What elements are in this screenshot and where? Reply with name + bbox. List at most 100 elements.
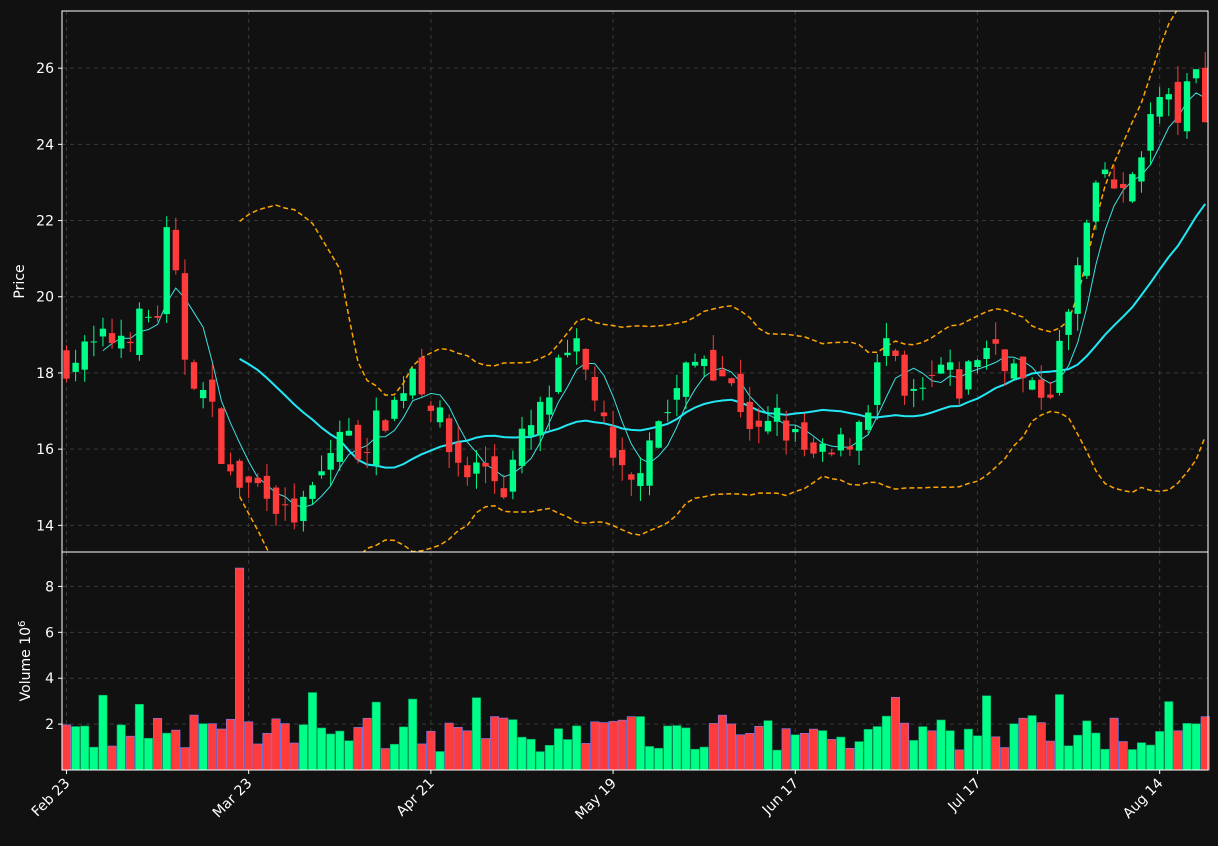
volume-bar <box>453 727 463 771</box>
volume-tick-label: 2 <box>45 717 54 733</box>
volume-bar <box>927 730 937 771</box>
candle-up <box>391 399 398 419</box>
volume-bar <box>1045 740 1055 771</box>
volume-bar <box>244 721 254 771</box>
volume-bar <box>499 717 509 771</box>
volume-bar <box>781 728 791 771</box>
volume-bar <box>563 739 573 771</box>
candle-down <box>291 498 298 523</box>
volume-bar <box>490 716 500 771</box>
volume-bar <box>80 725 90 771</box>
x-tick-label: Aug 14 <box>1120 775 1166 821</box>
volume-bar <box>62 724 71 771</box>
volume-bar <box>426 730 436 771</box>
volume-bar <box>271 718 281 771</box>
volume-bar <box>262 733 272 771</box>
volume-bar <box>818 730 828 771</box>
volume-bar <box>909 740 919 771</box>
candle-up <box>1074 265 1081 314</box>
volume-bar <box>790 734 800 771</box>
candle-up <box>700 358 708 367</box>
candle-up <box>646 440 653 486</box>
candle-up <box>773 407 781 422</box>
volume-bar <box>134 703 144 771</box>
volume-bar <box>216 728 226 771</box>
candle-down <box>992 339 999 344</box>
volume-tick-label: 6 <box>45 625 54 641</box>
candle-down <box>710 349 717 381</box>
candle-up <box>819 443 826 452</box>
candle-down <box>782 420 790 441</box>
volume-bar <box>535 751 545 771</box>
volume-bar <box>672 725 682 771</box>
volume-bar <box>936 719 946 771</box>
candle-down <box>846 446 854 450</box>
volume-bar <box>1173 730 1183 771</box>
volume-bar <box>772 749 782 771</box>
volume-tick-label: 8 <box>45 579 54 595</box>
candle-down <box>236 460 243 488</box>
volume-bar <box>1191 723 1201 771</box>
candle-down <box>1001 349 1008 372</box>
price-tick-label: 18 <box>36 366 54 382</box>
volume-bar <box>1100 748 1110 771</box>
volume-bar <box>207 723 217 771</box>
volume-bar <box>654 747 664 771</box>
candle-up <box>1010 363 1018 379</box>
volume-bar <box>845 747 855 771</box>
volume-bar <box>280 723 290 771</box>
candle-up <box>1129 174 1136 202</box>
volume-bar <box>143 737 153 771</box>
volume-bar <box>617 719 627 771</box>
candle-down <box>263 475 271 499</box>
candle-up <box>937 364 945 374</box>
candle-down <box>628 474 635 480</box>
candle-up <box>99 328 107 337</box>
candle-up <box>1147 114 1154 151</box>
candle-up <box>864 412 872 430</box>
volume-bar <box>417 743 427 771</box>
candle-up <box>673 388 681 400</box>
candle-down <box>354 424 362 460</box>
candle-up <box>1056 340 1063 393</box>
candle-up <box>145 316 152 318</box>
volume-bar <box>526 738 536 771</box>
candle-up <box>199 389 207 399</box>
volume-bar <box>717 714 727 771</box>
volume-bar <box>235 567 245 771</box>
lower-band-line <box>238 410 1206 552</box>
volume-bar <box>344 740 354 771</box>
volume-bar <box>991 736 1001 771</box>
candle-down <box>619 449 626 466</box>
candle-up <box>436 407 444 423</box>
volume-bar <box>590 721 600 771</box>
volume-bar <box>481 738 491 771</box>
volume-bar <box>854 741 864 771</box>
volume-bar <box>435 751 445 771</box>
volume-bar <box>125 735 135 771</box>
candle-up <box>883 338 890 357</box>
volume-bar <box>708 723 718 771</box>
candle-down <box>728 378 735 384</box>
candle-up <box>117 335 125 349</box>
volume-bar <box>1155 731 1165 771</box>
x-tick-label: Jun 17 <box>759 776 802 819</box>
candle-up <box>792 428 799 433</box>
candle-up <box>527 425 535 436</box>
candle-up <box>1065 311 1072 335</box>
x-tick-label: Jul 17 <box>945 776 985 816</box>
volume-bar <box>972 735 982 771</box>
candle-up <box>327 453 334 470</box>
volume-bar <box>872 726 882 771</box>
volume-bar <box>380 748 390 771</box>
volume-bar <box>918 726 928 771</box>
volume-bar <box>836 736 846 771</box>
volume-bar <box>1164 701 1174 771</box>
volume-bar <box>645 746 655 771</box>
candle-up <box>664 412 671 414</box>
volume-bar <box>307 692 317 771</box>
candle-down <box>719 369 726 377</box>
candle-up <box>919 387 926 389</box>
slow-moving-average-line <box>239 203 1207 469</box>
